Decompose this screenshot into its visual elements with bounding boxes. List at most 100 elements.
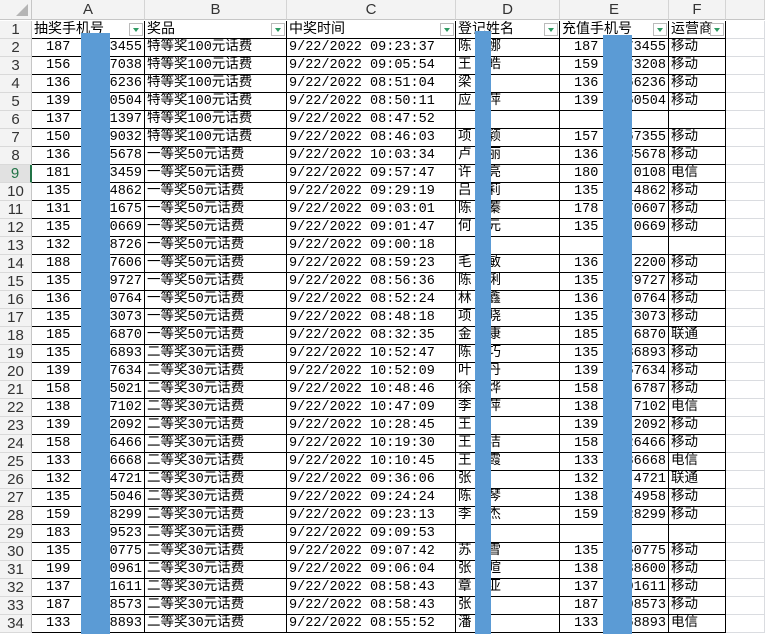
- recharge-phone-cell[interactable]: 136 35678: [560, 147, 669, 165]
- carrier-cell[interactable]: 电信: [669, 399, 726, 417]
- prize-cell[interactable]: 一等奖50元话费: [145, 183, 287, 201]
- win-time-cell[interactable]: 9/22/2022 08:58:43: [287, 597, 456, 615]
- carrier-cell[interactable]: 移动: [669, 219, 726, 237]
- lottery-phone-cell[interactable]: 188 7606: [32, 255, 145, 273]
- carrier-cell[interactable]: 移动: [669, 39, 726, 57]
- carrier-cell[interactable]: 移动: [669, 579, 726, 597]
- win-time-cell[interactable]: 9/22/2022 08:52:24: [287, 291, 456, 309]
- prize-cell[interactable]: 二等奖30元话费: [145, 543, 287, 561]
- row-header-16[interactable]: 16: [0, 291, 32, 309]
- win-time-cell[interactable]: 9/22/2022 10:47:09: [287, 399, 456, 417]
- prize-cell[interactable]: 一等奖50元话费: [145, 255, 287, 273]
- registered-name-cell[interactable]: 徐烨: [456, 381, 560, 399]
- prize-cell[interactable]: 二等奖30元话费: [145, 579, 287, 597]
- registered-name-cell[interactable]: 梁: [456, 75, 560, 93]
- empty-cell[interactable]: [726, 453, 765, 471]
- prize-cell[interactable]: 一等奖50元话费: [145, 273, 287, 291]
- registered-name-cell[interactable]: 叶丹: [456, 363, 560, 381]
- empty-cell[interactable]: [726, 381, 765, 399]
- row-header-27[interactable]: 27: [0, 489, 32, 507]
- registered-name-cell[interactable]: [456, 525, 560, 543]
- carrier-cell[interactable]: 移动: [669, 75, 726, 93]
- carrier-cell[interactable]: 移动: [669, 201, 726, 219]
- registered-name-cell[interactable]: 许亮: [456, 165, 560, 183]
- empty-cell[interactable]: [726, 201, 765, 219]
- carrier-cell[interactable]: 移动: [669, 597, 726, 615]
- carrier-cell[interactable]: 移动: [669, 363, 726, 381]
- win-time-cell[interactable]: 9/22/2022 10:48:46: [287, 381, 456, 399]
- row-header-34[interactable]: 34: [0, 615, 32, 633]
- prize-cell[interactable]: 二等奖30元话费: [145, 399, 287, 417]
- prize-cell[interactable]: 二等奖30元话费: [145, 489, 287, 507]
- carrier-cell[interactable]: 移动: [669, 507, 726, 525]
- registered-name-cell[interactable]: [456, 111, 560, 129]
- prize-cell[interactable]: 一等奖50元话费: [145, 147, 287, 165]
- row-header-6[interactable]: 6: [0, 111, 32, 129]
- prize-cell[interactable]: 二等奖30元话费: [145, 507, 287, 525]
- lottery-phone-cell[interactable]: 131 1675: [32, 201, 145, 219]
- registered-name-cell[interactable]: 项晓: [456, 309, 560, 327]
- win-time-cell[interactable]: 9/22/2022 10:52:09: [287, 363, 456, 381]
- registered-name-cell[interactable]: 王洁: [456, 435, 560, 453]
- win-time-cell[interactable]: 9/22/2022 09:29:19: [287, 183, 456, 201]
- carrier-cell[interactable]: 移动: [669, 57, 726, 75]
- registered-name-cell[interactable]: 卢丽: [456, 147, 560, 165]
- empty-cell[interactable]: [726, 183, 765, 201]
- win-time-cell[interactable]: 9/22/2022 08:48:18: [287, 309, 456, 327]
- prize-cell[interactable]: 特等奖100元话费: [145, 75, 287, 93]
- row-header-11[interactable]: 11: [0, 201, 32, 219]
- carrier-cell[interactable]: 移动: [669, 93, 726, 111]
- recharge-phone-cell[interactable]: 133 68893: [560, 615, 669, 633]
- row-header-9[interactable]: 9: [0, 165, 32, 183]
- registered-name-cell[interactable]: 项颖: [456, 129, 560, 147]
- registered-name-cell[interactable]: 吕莉: [456, 183, 560, 201]
- registered-name-cell[interactable]: 何元: [456, 219, 560, 237]
- row-header-29[interactable]: 29: [0, 525, 32, 543]
- carrier-cell[interactable]: 电信: [669, 453, 726, 471]
- win-time-cell[interactable]: 9/22/2022 09:57:47: [287, 165, 456, 183]
- carrier-cell[interactable]: 移动: [669, 147, 726, 165]
- prize-cell[interactable]: 一等奖50元话费: [145, 201, 287, 219]
- win-time-cell[interactable]: 9/22/2022 08:50:11: [287, 93, 456, 111]
- registered-name-cell[interactable]: 应萍: [456, 93, 560, 111]
- filter-dropdown-icon[interactable]: [710, 23, 724, 36]
- empty-cell[interactable]: [726, 435, 765, 453]
- win-time-cell[interactable]: 9/22/2022 09:01:47: [287, 219, 456, 237]
- empty-cell[interactable]: [726, 543, 765, 561]
- registered-name-cell[interactable]: 李萍: [456, 399, 560, 417]
- row-header-8[interactable]: 8: [0, 147, 32, 165]
- prize-cell[interactable]: 二等奖30元话费: [145, 453, 287, 471]
- recharge-phone-cell[interactable]: 138 38600: [560, 561, 669, 579]
- win-time-cell[interactable]: 9/22/2022 08:46:03: [287, 129, 456, 147]
- prize-cell[interactable]: 一等奖50元话费: [145, 165, 287, 183]
- win-time-cell[interactable]: 9/22/2022 08:47:52: [287, 111, 456, 129]
- row-header-7[interactable]: 7: [0, 129, 32, 147]
- prize-cell[interactable]: 二等奖30元话费: [145, 597, 287, 615]
- empty-cell[interactable]: [726, 129, 765, 147]
- win-time-cell[interactable]: 9/22/2022 08:56:36: [287, 273, 456, 291]
- row-header-14[interactable]: 14: [0, 255, 32, 273]
- column-header-a[interactable]: A: [32, 0, 145, 20]
- empty-cell[interactable]: [726, 345, 765, 363]
- carrier-cell[interactable]: 移动: [669, 489, 726, 507]
- column-header-e[interactable]: E: [560, 0, 669, 20]
- carrier-cell[interactable]: 联通: [669, 471, 726, 489]
- registered-name-cell[interactable]: 陈俐: [456, 273, 560, 291]
- win-time-cell[interactable]: 9/22/2022 08:59:23: [287, 255, 456, 273]
- header-cell-b[interactable]: 奖品: [145, 21, 287, 39]
- registered-name-cell[interactable]: 王: [456, 417, 560, 435]
- win-time-cell[interactable]: 9/22/2022 10:10:45: [287, 453, 456, 471]
- empty-cell[interactable]: [726, 273, 765, 291]
- filter-dropdown-icon[interactable]: [544, 23, 558, 36]
- empty-cell[interactable]: [726, 309, 765, 327]
- row-header-3[interactable]: 3: [0, 57, 32, 75]
- carrier-cell[interactable]: 移动: [669, 273, 726, 291]
- empty-cell[interactable]: [726, 21, 765, 39]
- header-cell-d[interactable]: 登记姓名: [456, 21, 560, 39]
- filter-dropdown-icon[interactable]: [440, 23, 454, 36]
- win-time-cell[interactable]: 9/22/2022 09:23:13: [287, 507, 456, 525]
- win-time-cell[interactable]: 9/22/2022 09:03:01: [287, 201, 456, 219]
- win-time-cell[interactable]: 9/22/2022 10:03:34: [287, 147, 456, 165]
- row-header-31[interactable]: 31: [0, 561, 32, 579]
